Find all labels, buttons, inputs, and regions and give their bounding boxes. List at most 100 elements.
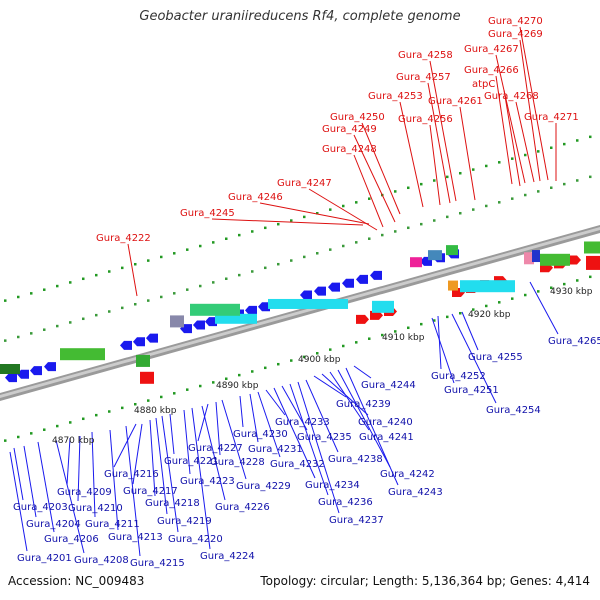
callout-line: [257, 391, 281, 458]
tick-dot: [160, 395, 163, 399]
reverse-gene-arrow[interactable]: [133, 337, 145, 347]
gene-label: Gura_4237: [329, 515, 384, 526]
tick-dot: [56, 324, 59, 328]
callout-line: [91, 431, 96, 518]
tick-dot: [4, 299, 7, 302]
gene-label: Gura_4267: [464, 44, 519, 55]
callout-line: [132, 423, 143, 485]
tick-dot: [342, 204, 345, 208]
tick-dot: [368, 237, 371, 240]
kbp-label: 4890 kbp: [216, 381, 259, 391]
reverse-gene-arrow[interactable]: [245, 305, 257, 315]
reverse-gene-arrow[interactable]: [342, 278, 354, 288]
gene-label: Gura_4217: [123, 486, 178, 497]
gene-label: Gura_4255: [468, 352, 523, 363]
tick-dot: [524, 193, 527, 197]
tick-dot: [225, 277, 228, 280]
gene-label: Gura_4265: [548, 336, 600, 347]
reverse-gene-arrow[interactable]: [30, 366, 42, 376]
misc-feature: [170, 315, 184, 328]
tick-dot: [355, 341, 358, 344]
callout-line: [361, 122, 401, 215]
reverse-gene-arrow[interactable]: [5, 373, 17, 383]
kbp-label: 4870 kbp: [52, 436, 95, 446]
cds-band: [460, 280, 515, 293]
callout-line: [345, 367, 399, 486]
reverse-gene-arrow[interactable]: [300, 290, 312, 300]
tick-dot: [433, 179, 436, 182]
reverse-gene-arrow[interactable]: [370, 270, 382, 280]
tick-dot: [264, 366, 267, 370]
forward-gene: [586, 255, 600, 270]
tick-dot: [147, 259, 150, 262]
callout-line: [519, 39, 541, 182]
tick-dot: [186, 288, 189, 291]
tick-dot: [30, 332, 33, 335]
reverse-gene-arrow[interactable]: [120, 340, 132, 350]
tick-dot: [589, 175, 592, 179]
tick-dot: [316, 352, 319, 355]
tick-dot: [173, 292, 176, 295]
tick-dot: [511, 197, 514, 200]
tick-dot: [121, 406, 124, 410]
callout-line: [437, 315, 442, 370]
gene-label: Gura_4230: [233, 429, 288, 440]
tick-dot: [95, 313, 98, 317]
callout-line: [125, 425, 141, 557]
callout-line: [259, 202, 370, 225]
gene-features[interactable]: [0, 241, 600, 384]
reverse-gene-arrow[interactable]: [258, 302, 270, 312]
reverse-gene-arrow[interactable]: [193, 320, 205, 330]
tick-dot: [108, 410, 111, 413]
tick-dot: [485, 204, 488, 208]
gene-label: Gura_4210: [68, 503, 123, 514]
reverse-gene-arrow[interactable]: [205, 317, 217, 327]
callout-line: [23, 445, 37, 518]
tick-dot: [420, 322, 423, 326]
tick-dot: [446, 315, 449, 319]
tick-dot: [394, 330, 397, 333]
reverse-gene-arrow[interactable]: [328, 282, 340, 292]
gene-label: Gura_4248: [322, 144, 377, 155]
reverse-gene-arrow[interactable]: [44, 362, 56, 372]
tick-dot: [459, 311, 462, 315]
reverse-gene-arrow[interactable]: [314, 286, 326, 296]
tick-dot: [108, 270, 111, 273]
gene-label: Gura_4229: [236, 481, 291, 492]
callout-line: [503, 89, 521, 187]
tick-dot: [264, 266, 267, 270]
callout-line: [431, 317, 455, 384]
gene-label: Gura_4235: [297, 432, 352, 443]
callout-line: [495, 54, 526, 184]
tick-dot: [472, 168, 475, 171]
genome-summary-text: Topology: circular; Length: 5,136,364 bp…: [260, 574, 590, 588]
gc-band: [584, 241, 600, 254]
kbp-label: 4900 kbp: [298, 355, 341, 365]
tick-dot: [251, 230, 254, 233]
reverse-gene-arrow[interactable]: [146, 333, 158, 343]
forward-gene-arrow[interactable]: [370, 310, 383, 320]
gene-label: Gura_4252: [431, 371, 486, 382]
callout-line: [429, 60, 457, 202]
forward-gene-arrow[interactable]: [356, 314, 369, 324]
kbp-label: 4920 kbp: [468, 310, 511, 320]
gene-label: Gura_4244: [361, 380, 416, 391]
gene-label: Gura_4256: [398, 114, 453, 125]
tick-dot: [225, 377, 228, 380]
tick-dot: [394, 190, 397, 193]
tick-dot: [277, 362, 280, 366]
callout-line: [249, 393, 259, 443]
forward-gene-arrow[interactable]: [568, 255, 581, 265]
tick-dot: [537, 150, 540, 153]
tick-dot: [69, 281, 72, 284]
tick-dot: [82, 417, 85, 421]
gene-label: Gura_4226: [215, 502, 270, 513]
gene-label: Gura_4246: [228, 192, 283, 203]
gene-label: Gura_4247: [277, 178, 332, 189]
reverse-gene-arrow[interactable]: [356, 274, 368, 284]
gene-label: Gura_4208: [74, 555, 129, 566]
tick-dot: [43, 428, 46, 431]
gene-label: Gura_4258: [398, 50, 453, 61]
tick-dot: [160, 295, 163, 299]
